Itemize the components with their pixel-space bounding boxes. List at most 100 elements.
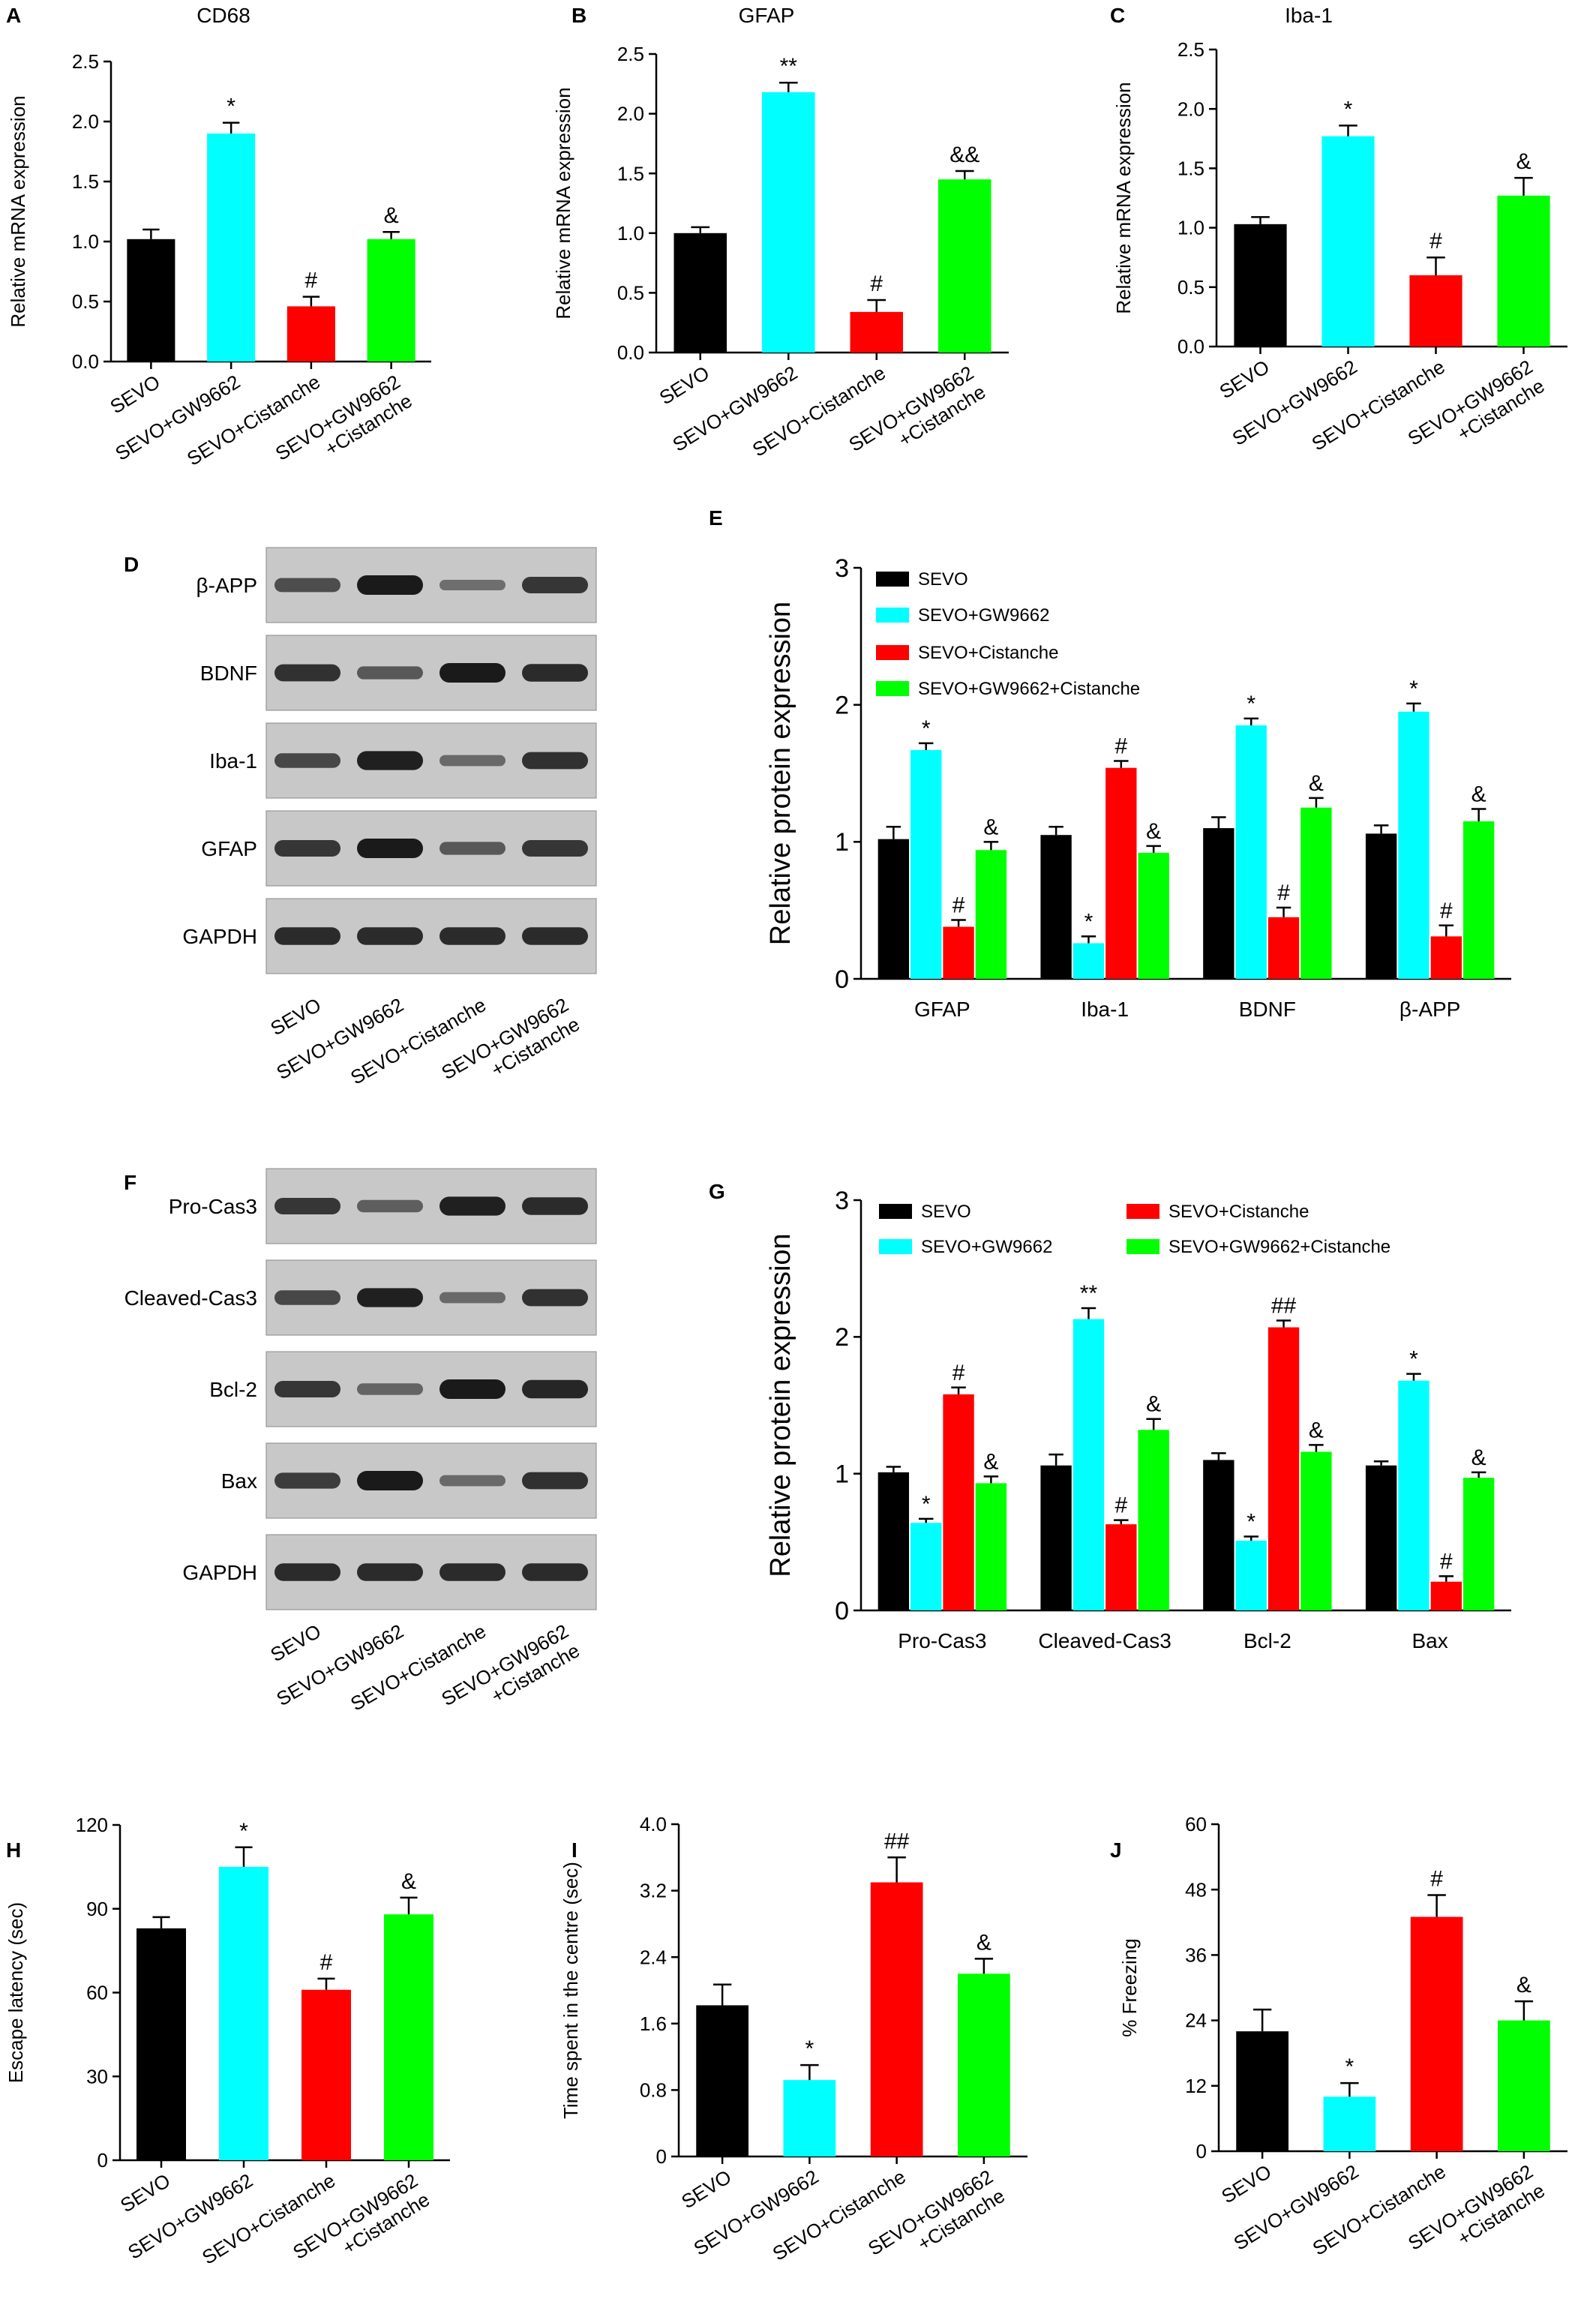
significance-mark: ** <box>1080 1281 1098 1306</box>
significance-mark: * <box>226 95 236 119</box>
panel-label-I: I <box>572 1838 578 1862</box>
panel-label-A: A <box>6 4 21 27</box>
panel-label-C: C <box>1110 4 1125 27</box>
bar <box>850 311 903 353</box>
bar <box>302 1989 351 2160</box>
blot-band <box>274 1198 340 1214</box>
significance-mark: * <box>806 2036 814 2061</box>
y-tick-label: 0.5 <box>72 290 99 313</box>
y-tick-label: 3.2 <box>640 1880 667 1902</box>
chart-E: 0 1 2 3 Relative protein expression * # & GFAP * #… <box>765 554 1511 1021</box>
bar <box>1497 195 1550 347</box>
bar <box>975 850 1007 979</box>
bar <box>870 1882 923 2156</box>
blot-band <box>522 1197 588 1215</box>
y-tick-label: 0 <box>1196 2140 1207 2162</box>
bar <box>1235 725 1267 979</box>
blot-band <box>440 1292 506 1304</box>
significance-mark: & <box>983 815 998 839</box>
significance-mark: # <box>320 1950 333 1975</box>
blot-D: β-APPBDNFIba-1GFAPGAPDHSEVOSEVO+GW9662SE… <box>182 547 597 1089</box>
y-axis-title: Time spent in the centre (sec) <box>560 1862 582 2119</box>
chart-title-C: Iba-1 <box>1285 4 1333 27</box>
y-tick-label: 0.5 <box>617 282 644 305</box>
blot-row-label: Bcl-2 <box>209 1378 257 1401</box>
significance-mark: & <box>1516 149 1531 174</box>
bar <box>1072 943 1105 979</box>
bar <box>219 1866 268 2160</box>
blot-band <box>522 1289 588 1307</box>
y-tick-label: 2.0 <box>1178 98 1204 120</box>
y-axis-title: Relative mRNA expression <box>7 95 29 327</box>
y-tick-label: 24 <box>1185 2009 1207 2032</box>
bar <box>696 2005 748 2156</box>
significance-mark: * <box>1409 677 1418 701</box>
y-tick-label: 1.0 <box>72 230 99 253</box>
bar <box>1365 833 1397 979</box>
significance-mark: & <box>1309 1418 1324 1442</box>
category-label: Cleaved-Cas3 <box>1038 1629 1171 1652</box>
blot-band <box>357 1288 423 1307</box>
legend-label: SEVO <box>921 1202 971 1222</box>
legend-swatch <box>1126 1204 1160 1219</box>
blot-band <box>440 663 506 683</box>
panel-label-D: D <box>124 553 139 576</box>
bar <box>943 1394 974 1610</box>
blot-band <box>274 840 340 857</box>
blot-band <box>440 1563 506 1581</box>
blot-band <box>440 927 506 945</box>
bar <box>1365 1465 1397 1610</box>
significance-mark: # <box>1430 1866 1443 1891</box>
significance-mark: * <box>1409 1347 1418 1372</box>
legend-label: SEVO+GW9662 <box>921 1237 1052 1257</box>
y-tick-label: 3 <box>835 554 849 583</box>
y-tick-label: 0.8 <box>640 2079 667 2102</box>
bar <box>1138 1430 1169 1610</box>
y-tick-label: 60 <box>1185 1813 1207 1835</box>
panel-label-J: J <box>1110 1838 1122 1862</box>
blot-band <box>522 577 588 593</box>
blot-band <box>357 1199 423 1213</box>
bar <box>1138 852 1169 979</box>
blot-band <box>274 927 340 945</box>
y-tick-label: 30 <box>86 2065 108 2087</box>
significance-mark: & <box>1146 1392 1161 1417</box>
y-axis-title: Relative mRNA expression <box>552 87 574 319</box>
y-tick-label: 0.0 <box>1178 335 1204 358</box>
blot-band <box>522 1563 588 1581</box>
bar <box>1268 1327 1300 1610</box>
bar <box>943 926 974 979</box>
category-label: BDNF <box>1239 998 1296 1021</box>
significance-mark: & <box>1472 1445 1486 1470</box>
blot-band <box>357 1563 423 1581</box>
bar <box>1398 1380 1430 1610</box>
blot-band <box>274 1290 340 1305</box>
blot-band <box>357 666 423 680</box>
bar <box>1462 821 1495 979</box>
y-tick-label: 1.0 <box>617 222 644 245</box>
y-tick-label: 1.5 <box>1178 158 1204 180</box>
chart-title-A: CD68 <box>196 4 250 27</box>
significance-mark: && <box>950 143 980 167</box>
blot-band <box>274 1381 340 1397</box>
category-label: GFAP <box>914 998 970 1021</box>
y-tick-label: 0.0 <box>617 341 644 364</box>
bar <box>1268 917 1300 979</box>
legend-swatch <box>1126 1239 1160 1254</box>
bar <box>910 749 942 979</box>
significance-mark: & <box>1516 1973 1532 1997</box>
y-axis-title: Relative protein expression <box>765 1233 796 1577</box>
category-label: Bax <box>1412 1629 1448 1652</box>
bar <box>878 1472 910 1610</box>
blot-band <box>440 1379 506 1399</box>
bar <box>878 839 910 979</box>
chart-G: 0 1 2 3 Relative protein expression * # & Pro-Ca… <box>765 1187 1511 1652</box>
y-tick-label: 2 <box>835 692 849 720</box>
significance-mark: * <box>239 1819 248 1844</box>
y-tick-label: 2.5 <box>1178 38 1204 61</box>
bar <box>1398 711 1430 979</box>
bar <box>1322 136 1375 347</box>
y-tick-label: 48 <box>1185 1878 1207 1901</box>
blot-row-label: GAPDH <box>182 1561 257 1584</box>
